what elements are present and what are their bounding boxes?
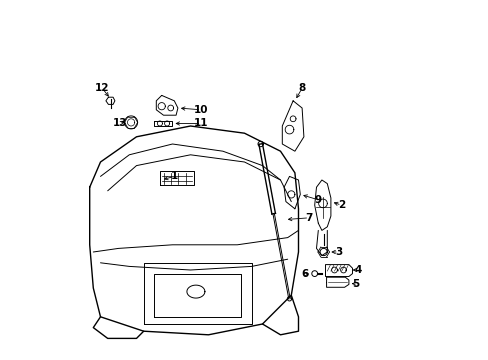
Text: 11: 11 xyxy=(194,118,208,129)
Text: 12: 12 xyxy=(95,83,109,93)
Text: 5: 5 xyxy=(352,279,359,289)
Text: 6: 6 xyxy=(301,269,308,279)
Text: 2: 2 xyxy=(337,200,345,210)
Text: 13: 13 xyxy=(113,118,127,128)
Text: 8: 8 xyxy=(298,83,305,93)
Text: 4: 4 xyxy=(353,265,361,275)
Text: 3: 3 xyxy=(334,247,342,257)
Text: 10: 10 xyxy=(194,105,208,115)
Text: 7: 7 xyxy=(305,213,312,223)
Text: 1: 1 xyxy=(170,171,178,181)
Text: 9: 9 xyxy=(314,195,321,205)
